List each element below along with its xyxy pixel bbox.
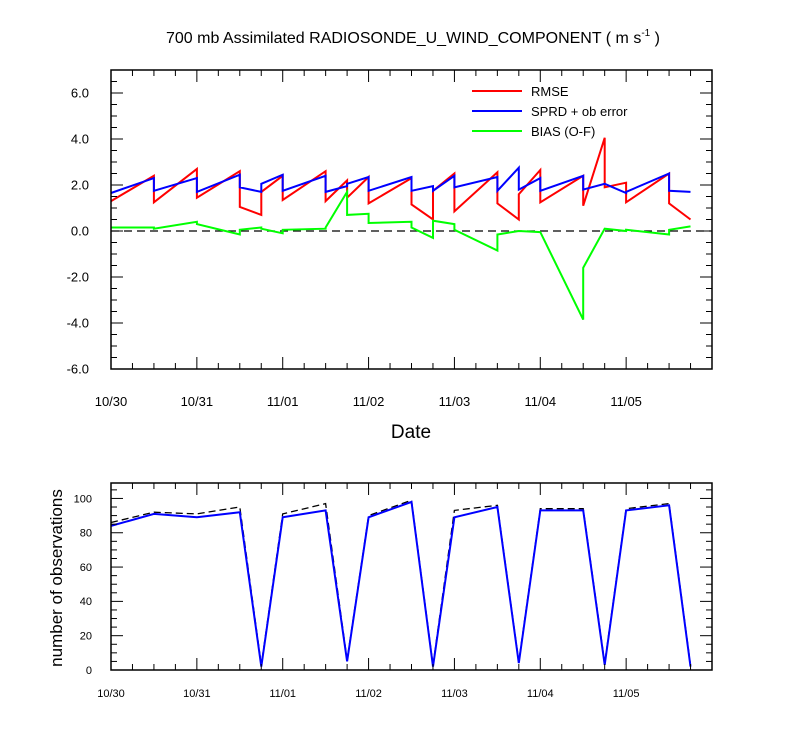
bottom-x-tick-labels: 10/30 10/31 11/01 11/02 11/03 11/04 11/05 xyxy=(97,688,639,700)
bottom-x-tick-label-11-03: 11/03 xyxy=(441,688,468,700)
bottom-y-tick-labels: 0 20 40 60 80 100 xyxy=(74,493,92,677)
top-chart: 700 mb Assimilated RADIOSONDE_U_WIND_COM… xyxy=(67,28,713,443)
bottom-y-tick-label: 20 xyxy=(80,631,92,643)
legend-label-rmse: RMSE xyxy=(531,84,569,99)
top-plot-frame xyxy=(110,69,713,370)
top-x-tick-label-11-03: 11/03 xyxy=(439,394,471,409)
top-x-tick-label-10-30: 10/30 xyxy=(95,394,128,409)
top-y-tick-label: -4.0 xyxy=(67,316,89,331)
top-x-axis-label: Date xyxy=(391,422,431,443)
series-line-sprd-ob-error xyxy=(110,165,691,195)
top-series-group xyxy=(110,137,692,321)
bottom-y-tick-label: 80 xyxy=(80,528,92,540)
bottom-plot-frame xyxy=(110,482,713,671)
top-y-tick-label: -2.0 xyxy=(67,270,89,285)
top-chart-title: 700 mb Assimilated RADIOSONDE_U_WIND_COM… xyxy=(166,28,660,47)
bottom-x-tick-label-11-02: 11/02 xyxy=(355,688,382,700)
top-y-tick-label: 6.0 xyxy=(71,86,89,101)
top-x-tick-label-11-04: 11/04 xyxy=(524,394,556,409)
series-line-used-observations xyxy=(110,500,692,667)
bottom-x-tick-label-11-01: 11/01 xyxy=(269,688,296,700)
legend: RMSE SPRD + ob error BIAS (O-F) xyxy=(472,84,628,139)
bottom-y-tick-label: 0 xyxy=(86,665,92,677)
legend-label-bias: BIAS (O-F) xyxy=(531,124,595,139)
top-y-tick-labels: -6.0 -4.0 -2.0 0.0 2.0 4.0 6.0 xyxy=(67,86,89,377)
title-close: ) xyxy=(650,30,660,47)
bottom-chart: 0 20 40 60 80 100 10/30 10/31 11/01 11/02 11/03 11… xyxy=(47,482,713,700)
legend-label-sprd: SPRD + ob error xyxy=(531,104,628,119)
top-y-tick-label: 0.0 xyxy=(71,224,89,239)
bottom-y-axis-label: number of observations xyxy=(47,489,66,667)
top-y-tick-label: 4.0 xyxy=(71,132,89,147)
top-x-tick-label-10-31: 10/31 xyxy=(181,394,214,409)
top-x-tick-label-11-01: 11/01 xyxy=(267,394,299,409)
top-x-tick-label-11-02: 11/02 xyxy=(353,394,385,409)
top-x-tick-labels: 10/30 10/31 11/01 11/02 11/03 11/04 11/05 xyxy=(95,394,642,409)
series-line-rmse xyxy=(110,137,692,222)
bottom-series-group xyxy=(110,499,692,667)
top-y-tick-label: -6.0 xyxy=(67,362,89,377)
bottom-x-tick-label-10-31: 10/31 xyxy=(183,688,211,700)
bottom-x-tick-label-11-05: 11/05 xyxy=(613,688,640,700)
bottom-x-tick-label-11-04: 11/04 xyxy=(527,688,554,700)
bottom-y-tick-label: 60 xyxy=(80,562,92,574)
series-line-bias-o-f xyxy=(111,188,691,321)
bottom-ticks-group xyxy=(110,483,713,671)
top-y-tick-label: 2.0 xyxy=(71,178,89,193)
bottom-x-tick-label-10-30: 10/30 xyxy=(97,688,125,700)
title-superscript: -1 xyxy=(641,28,650,39)
bottom-y-tick-label: 40 xyxy=(80,596,92,608)
series-line-possible-observations xyxy=(110,499,692,665)
top-x-tick-label-11-05: 11/05 xyxy=(610,394,642,409)
bottom-y-tick-label: 100 xyxy=(74,493,92,505)
